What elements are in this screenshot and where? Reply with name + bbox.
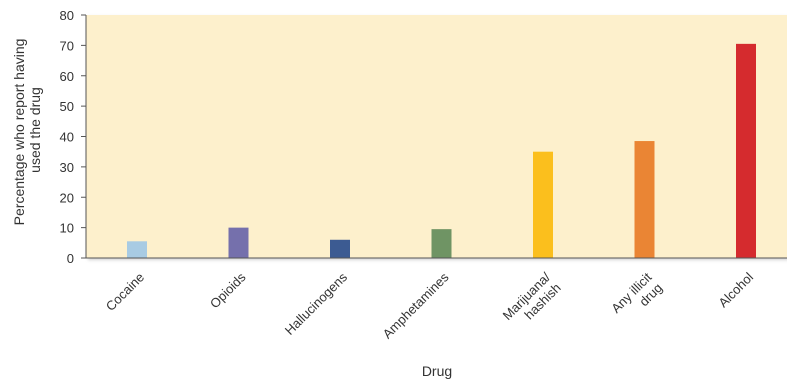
y-tick-label: 20 xyxy=(60,190,74,205)
y-axis-title: Percentage who report having used the dr… xyxy=(11,35,43,226)
x-category-label-line: Alcohol xyxy=(715,269,756,310)
y-tick-label: 10 xyxy=(60,221,74,236)
plot-area xyxy=(86,15,787,258)
y-tick-label: 50 xyxy=(60,99,74,114)
bar xyxy=(330,239,350,258)
x-category-label: Hallucinogens xyxy=(282,269,351,338)
y-axis-ticks: 0 10 20 30 40 50 60 70 80 xyxy=(60,8,86,266)
bar xyxy=(736,43,756,259)
y-axis-title-line-1: Percentage who report having xyxy=(11,39,27,226)
y-tick-label: 80 xyxy=(60,8,74,23)
x-category-label: Marijuana/hashish xyxy=(500,269,564,333)
x-category-label: Alcohol xyxy=(715,269,756,310)
y-axis-title-line-2: used the drug xyxy=(27,87,43,173)
x-category-label: Opioids xyxy=(207,269,249,311)
x-category-label: Cocaine xyxy=(103,270,147,314)
y-tick-label: 70 xyxy=(60,38,74,53)
y-tick-label: 30 xyxy=(60,160,74,175)
y-tick-label: 40 xyxy=(60,130,74,145)
y-tick-label: 0 xyxy=(67,251,74,266)
bar xyxy=(431,229,452,258)
x-category-label: Any illicitdrug xyxy=(608,269,665,326)
x-category-label: Amphetamines xyxy=(380,269,452,341)
bar xyxy=(228,227,249,258)
x-axis-category-labels: Cocaine Opioids Hallucinogens Amphetamines M… xyxy=(103,269,756,341)
y-tick-label: 60 xyxy=(60,69,74,84)
x-axis-title: Drug xyxy=(422,363,452,379)
x-category-label-line: Cocaine xyxy=(103,270,147,314)
x-category-label-line: Amphetamines xyxy=(380,269,452,341)
x-category-label-line: Hallucinogens xyxy=(282,269,351,338)
bar xyxy=(533,151,553,258)
bars xyxy=(127,43,756,259)
bar xyxy=(634,141,655,258)
bar xyxy=(127,241,147,258)
x-category-label-line: Opioids xyxy=(207,269,249,311)
